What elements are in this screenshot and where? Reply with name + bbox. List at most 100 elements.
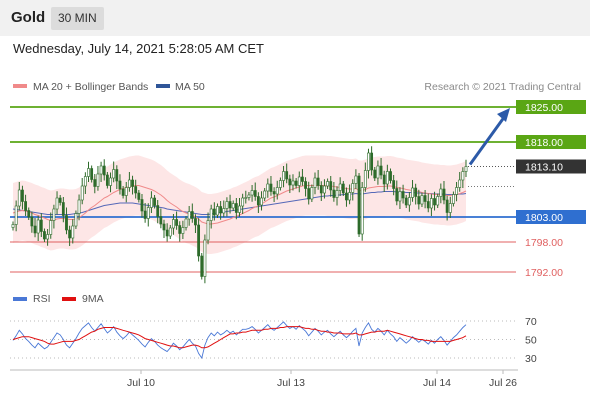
candle-body bbox=[436, 196, 440, 206]
candle-body bbox=[348, 192, 352, 201]
candle-body bbox=[420, 195, 424, 205]
chart-header: Gold 30 MIN bbox=[0, 0, 590, 36]
level-label-3: 1798.00 bbox=[525, 237, 563, 249]
candle-body bbox=[190, 211, 194, 219]
candle-body bbox=[99, 165, 103, 175]
level-tag-0 bbox=[516, 100, 586, 114]
candle-body bbox=[247, 194, 251, 198]
candle-body bbox=[131, 179, 134, 187]
candle-body bbox=[458, 179, 462, 188]
candle-body bbox=[401, 191, 405, 199]
ma20-legend-swatch bbox=[13, 84, 27, 88]
rsi-tick-1: 50 bbox=[525, 335, 537, 347]
candle-body bbox=[234, 203, 238, 213]
candle-body bbox=[294, 180, 298, 186]
candle-body bbox=[326, 181, 329, 187]
candle-body bbox=[52, 208, 56, 221]
candle-body bbox=[87, 168, 90, 177]
projection-arrow-head bbox=[497, 108, 510, 122]
candle-body bbox=[49, 220, 53, 235]
candle-body bbox=[395, 188, 399, 202]
asset-title: Gold bbox=[11, 9, 46, 26]
rsi-tick-0: 70 bbox=[525, 316, 537, 328]
candle-body bbox=[433, 198, 436, 206]
candle-body bbox=[323, 185, 326, 194]
candle-body bbox=[43, 231, 46, 240]
candle-body bbox=[222, 208, 226, 214]
candle-body bbox=[407, 197, 411, 206]
candle-body bbox=[345, 192, 348, 201]
candle-body bbox=[96, 173, 100, 187]
candle-body bbox=[263, 190, 267, 199]
rsi-legend-swatch bbox=[13, 297, 27, 301]
candle-body bbox=[445, 199, 449, 213]
candle-body bbox=[77, 199, 81, 214]
candle-body bbox=[382, 174, 386, 185]
candle-body bbox=[24, 201, 27, 211]
candle-body bbox=[379, 165, 383, 176]
level-tag-2 bbox=[516, 210, 586, 224]
candle-body bbox=[414, 187, 418, 197]
candle-body bbox=[219, 206, 223, 214]
candle-body bbox=[137, 192, 141, 200]
level-label-2: 1803.00 bbox=[525, 212, 563, 224]
ma20-legend-label: MA 20 + Bollinger Bands bbox=[33, 81, 148, 93]
ma9-legend-swatch bbox=[62, 297, 76, 301]
candle-body bbox=[90, 168, 94, 180]
level-label-0: 1825.00 bbox=[525, 102, 563, 114]
candle-body bbox=[250, 190, 254, 196]
key-levels: 1825.00 1818.00 1803.00 1798.00 1792.00 1813.… bbox=[10, 100, 586, 279]
candle-body bbox=[417, 196, 421, 205]
candle-body bbox=[187, 211, 191, 220]
candle-body bbox=[341, 183, 345, 194]
candle-body bbox=[404, 197, 408, 206]
candle-body bbox=[33, 225, 37, 234]
candle-body bbox=[423, 195, 427, 202]
projection-arrow-shaft bbox=[468, 115, 507, 166]
candle-body bbox=[140, 199, 144, 212]
candle-body bbox=[80, 185, 84, 201]
candle-body bbox=[329, 181, 333, 191]
candle-body bbox=[200, 255, 204, 277]
last-price-tag bbox=[516, 159, 586, 174]
candle-body bbox=[231, 203, 235, 209]
candle-body bbox=[297, 176, 301, 186]
candle-body bbox=[360, 187, 364, 235]
projection bbox=[468, 108, 510, 166]
candle-body bbox=[93, 179, 97, 187]
candle-body bbox=[228, 201, 232, 209]
candle-body bbox=[238, 205, 241, 213]
candle-body bbox=[118, 180, 122, 190]
candle-body bbox=[39, 219, 43, 232]
timeframe-button[interactable]: 30 MIN bbox=[51, 7, 104, 30]
candle-body bbox=[389, 171, 392, 181]
candle-body bbox=[178, 225, 182, 234]
candle-body bbox=[354, 175, 358, 184]
candle-body bbox=[206, 220, 210, 241]
candle-body bbox=[307, 188, 311, 200]
candle-body bbox=[461, 171, 465, 181]
candle-body bbox=[65, 215, 68, 231]
level-label-4: 1792.00 bbox=[525, 267, 563, 279]
x-tick-label-1: Jul 13 bbox=[277, 377, 305, 389]
candle-body bbox=[367, 152, 370, 171]
candle-body bbox=[121, 188, 125, 196]
candle-body bbox=[439, 188, 443, 197]
candle-body bbox=[74, 213, 78, 227]
candle-body bbox=[21, 189, 24, 202]
level-tag-1 bbox=[516, 135, 586, 149]
candle-body bbox=[71, 225, 75, 239]
chart-timestamp: Wednesday, July 14, 2021 5:28:05 AM CET bbox=[13, 41, 264, 56]
candle-body bbox=[105, 174, 109, 186]
candle-body bbox=[115, 169, 119, 182]
candle-body bbox=[146, 207, 150, 219]
last-price-label: 1813.10 bbox=[525, 162, 563, 174]
candle-body bbox=[291, 180, 295, 186]
candle-body bbox=[455, 187, 458, 195]
candle-body bbox=[165, 229, 169, 237]
candle-body bbox=[83, 176, 87, 187]
candle-body bbox=[448, 203, 452, 213]
candle-body bbox=[272, 191, 276, 195]
candle-body bbox=[46, 234, 50, 240]
